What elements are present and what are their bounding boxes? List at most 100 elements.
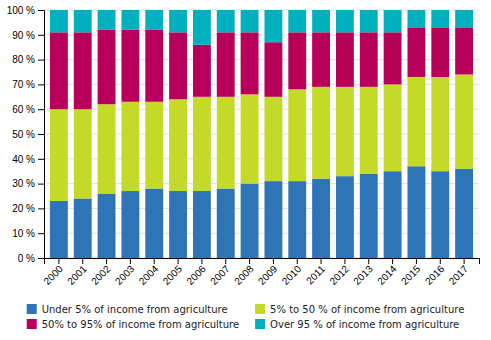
bar xyxy=(98,30,116,104)
x-tick: 2009 xyxy=(256,258,280,287)
bar xyxy=(98,104,116,193)
x-tick-mark xyxy=(392,258,393,264)
bar xyxy=(455,74,473,168)
x-tick-label: 2007 xyxy=(208,263,232,287)
bar xyxy=(455,10,473,27)
bar xyxy=(312,32,330,87)
bar xyxy=(384,10,402,32)
bar xyxy=(312,87,330,179)
x-tick-mark xyxy=(368,258,369,264)
x-tick: 2007 xyxy=(208,258,232,287)
x-tick-mark xyxy=(225,258,226,264)
bar xyxy=(145,10,163,30)
y-tick-mark xyxy=(38,184,44,185)
bar xyxy=(336,87,354,176)
bar xyxy=(74,198,92,258)
y-tick: 100 % xyxy=(7,5,44,16)
y-tick-mark xyxy=(38,84,44,85)
y-tick-mark xyxy=(38,134,44,135)
bar xyxy=(169,32,187,99)
bar xyxy=(74,109,92,198)
chart: 2000200120022003200420052006200720082009… xyxy=(0,0,491,340)
x-tick: 2013 xyxy=(351,258,375,287)
x-tick-label: 2009 xyxy=(256,263,280,287)
y-tick: 70 % xyxy=(12,79,44,90)
bar xyxy=(50,201,68,258)
x-tick-label: 2017 xyxy=(447,263,471,287)
legend-label: 5% to 50 % of income from agriculture xyxy=(270,304,464,315)
x-tick-label: 2010 xyxy=(280,263,304,287)
bar xyxy=(50,109,68,201)
x-tick-mark xyxy=(154,258,155,264)
x-tick-label: 2016 xyxy=(423,263,447,287)
y-tick-mark xyxy=(38,10,44,11)
legend-item: 5% to 50 % of income from agriculture xyxy=(255,304,464,315)
y-tick-label: 70 % xyxy=(12,79,35,90)
x-tick: 2015 xyxy=(399,258,423,287)
bar xyxy=(74,32,92,109)
bar xyxy=(241,10,259,32)
y-tick: 0 % xyxy=(18,253,44,264)
y-tick: 10 % xyxy=(12,228,44,239)
x-tick-mark xyxy=(106,258,107,264)
bar xyxy=(431,77,449,171)
bar xyxy=(217,97,235,189)
y-tick: 30 % xyxy=(12,178,44,189)
bar xyxy=(431,10,449,27)
bar xyxy=(312,179,330,258)
legend-item: Under 5% of income from agriculture xyxy=(27,304,228,315)
bar xyxy=(50,10,68,32)
x-tick-label: 2014 xyxy=(375,263,399,287)
bar xyxy=(407,77,425,166)
series xyxy=(50,27,473,109)
bar xyxy=(360,87,378,174)
bar xyxy=(193,97,211,191)
bar xyxy=(288,89,306,181)
y-tick-mark xyxy=(38,258,44,259)
bar xyxy=(121,102,139,191)
y-tick-mark xyxy=(38,109,44,110)
y-tick-label: 50 % xyxy=(12,129,35,140)
x-tick-label: 2008 xyxy=(232,263,256,287)
y-tick-mark xyxy=(38,35,44,36)
bar xyxy=(336,10,354,32)
bar xyxy=(455,169,473,258)
legend-label: 50% to 95% of income from agriculture xyxy=(42,319,239,330)
x-tick-mark xyxy=(344,258,345,264)
x-tick-label: 2003 xyxy=(113,263,137,287)
bar xyxy=(50,32,68,109)
legend-label: Over 95 % of income from agriculture xyxy=(270,319,459,330)
y-tick-label: 80 % xyxy=(12,54,35,65)
x-tick-mark xyxy=(464,258,465,264)
y-tick-label: 40 % xyxy=(12,154,35,165)
bar xyxy=(288,10,306,32)
y-tick-label: 30 % xyxy=(12,178,35,189)
y-tick: 40 % xyxy=(12,154,44,165)
bar xyxy=(98,10,116,30)
bar xyxy=(264,42,282,97)
x-tick: 2004 xyxy=(137,258,161,287)
bar xyxy=(407,166,425,258)
x-tick-mark xyxy=(178,258,179,264)
bar xyxy=(121,10,139,30)
x-tick: 2003 xyxy=(113,258,137,287)
x-tick-label: 2013 xyxy=(351,263,375,287)
y-tick-mark xyxy=(38,159,44,160)
bar xyxy=(407,10,425,27)
x-tick-mark xyxy=(249,258,250,264)
x-tick-label: 2012 xyxy=(327,263,351,287)
bar xyxy=(193,45,211,97)
bar xyxy=(264,181,282,258)
x-tick: 2002 xyxy=(89,258,113,287)
bar xyxy=(145,102,163,189)
y-tick: 80 % xyxy=(12,54,44,65)
bar xyxy=(241,184,259,258)
bar xyxy=(312,10,330,32)
bar xyxy=(217,32,235,96)
bar xyxy=(384,84,402,171)
legend-swatch xyxy=(27,304,37,314)
x-tick-mark xyxy=(416,258,417,264)
x-tick-label: 2006 xyxy=(184,263,208,287)
y-tick-mark xyxy=(38,233,44,234)
x-tick: 2016 xyxy=(423,258,447,287)
